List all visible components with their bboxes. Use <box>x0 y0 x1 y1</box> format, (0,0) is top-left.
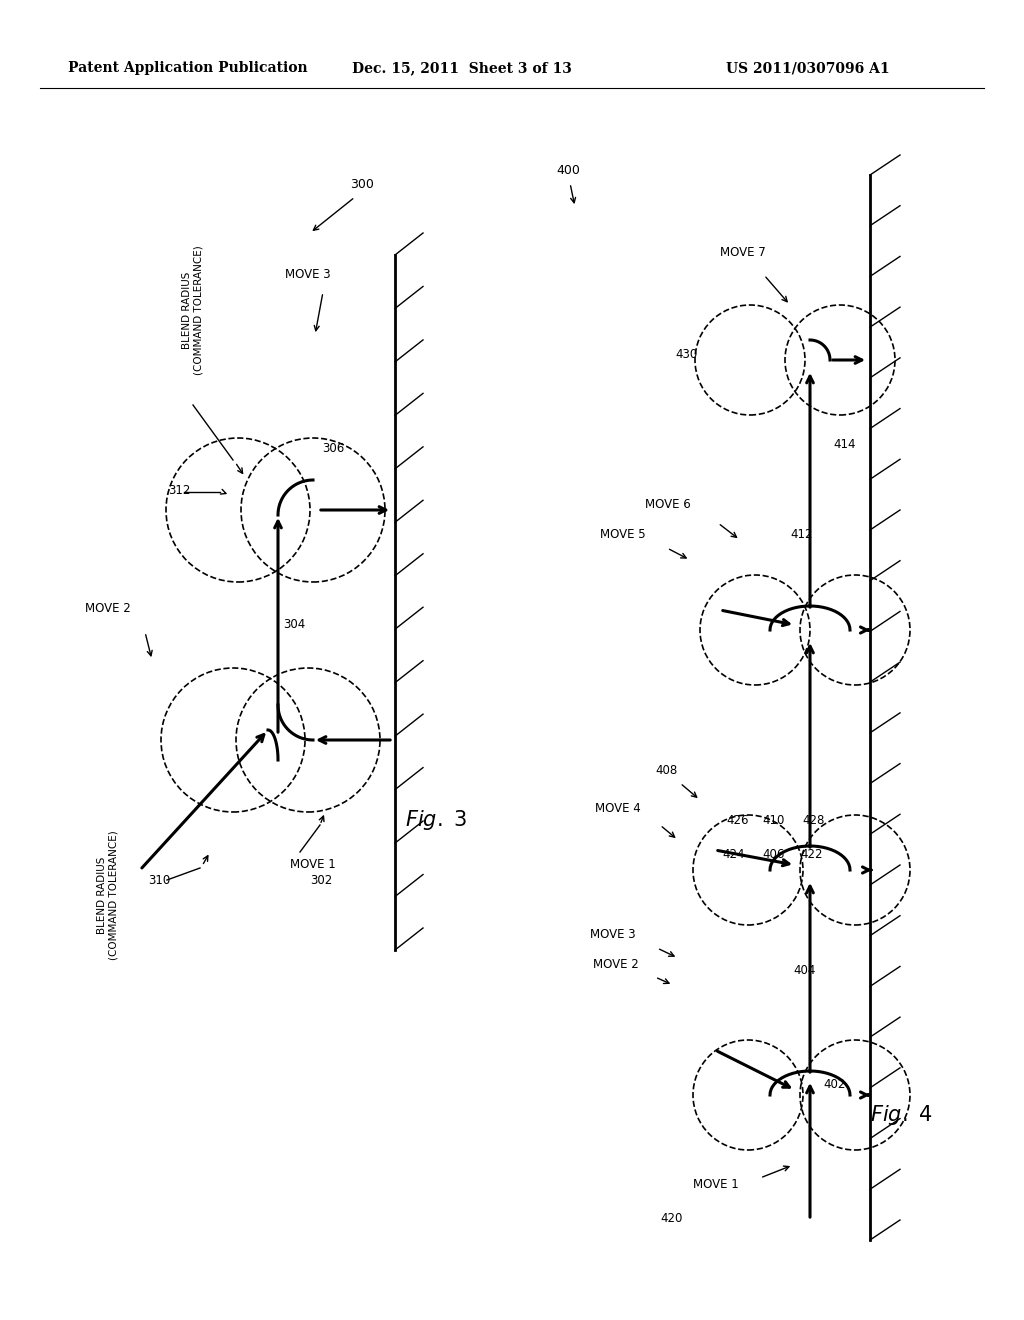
Text: MOVE 2: MOVE 2 <box>85 602 131 615</box>
Text: 430: 430 <box>675 348 697 362</box>
Text: 428: 428 <box>802 813 824 826</box>
Text: MOVE 1: MOVE 1 <box>290 858 336 871</box>
Text: Patent Application Publication: Patent Application Publication <box>68 61 307 75</box>
Text: US 2011/0307096 A1: US 2011/0307096 A1 <box>726 61 890 75</box>
Text: BLEND RADIUS
(COMMAND TOLERANCE): BLEND RADIUS (COMMAND TOLERANCE) <box>97 830 119 960</box>
Text: 414: 414 <box>833 438 855 451</box>
Text: MOVE 6: MOVE 6 <box>645 499 691 511</box>
Text: 306: 306 <box>322 441 344 454</box>
Text: $\it{Fig.}\ \it{3}$: $\it{Fig.}\ \it{3}$ <box>406 808 467 832</box>
Text: 304: 304 <box>283 619 305 631</box>
Text: Dec. 15, 2011  Sheet 3 of 13: Dec. 15, 2011 Sheet 3 of 13 <box>352 61 571 75</box>
Text: 404: 404 <box>793 964 815 977</box>
Text: 312: 312 <box>168 483 190 496</box>
Text: 408: 408 <box>655 763 677 776</box>
Text: 406: 406 <box>762 849 784 862</box>
Text: MOVE 4: MOVE 4 <box>595 801 641 814</box>
Text: 420: 420 <box>660 1212 682 1225</box>
Text: MOVE 5: MOVE 5 <box>600 528 645 541</box>
Text: 422: 422 <box>800 849 822 862</box>
Text: MOVE 7: MOVE 7 <box>720 246 766 259</box>
Text: BLEND RADIUS
(COMMAND TOLERANCE): BLEND RADIUS (COMMAND TOLERANCE) <box>182 246 204 375</box>
Text: 300: 300 <box>350 178 374 191</box>
Text: 402: 402 <box>823 1078 846 1092</box>
Text: MOVE 3: MOVE 3 <box>285 268 331 281</box>
Text: $\it{Fig.}\ \it{4}$: $\it{Fig.}\ \it{4}$ <box>870 1104 933 1127</box>
Text: 400: 400 <box>556 164 580 177</box>
Text: 412: 412 <box>790 528 812 541</box>
Text: MOVE 2: MOVE 2 <box>593 958 639 972</box>
Text: 426: 426 <box>726 813 749 826</box>
Text: 302: 302 <box>310 874 332 887</box>
Text: 310: 310 <box>148 874 170 887</box>
Text: 424: 424 <box>722 849 744 862</box>
Text: MOVE 1: MOVE 1 <box>693 1179 738 1192</box>
Text: MOVE 3: MOVE 3 <box>590 928 636 941</box>
Text: 410: 410 <box>762 813 784 826</box>
